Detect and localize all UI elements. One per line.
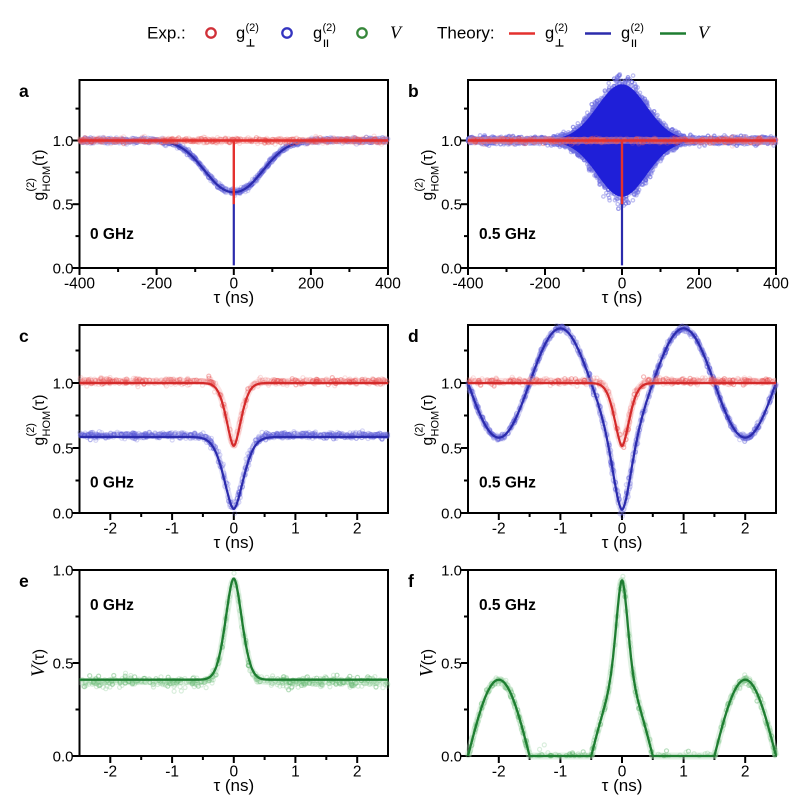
svg-text:τ (ns): τ (ns) — [602, 533, 643, 552]
svg-text:-1: -1 — [554, 764, 568, 781]
svg-text:1: 1 — [679, 764, 688, 781]
svg-text:g: g — [420, 437, 437, 446]
svg-text:0.0: 0.0 — [53, 748, 74, 765]
svg-text:0.0: 0.0 — [441, 260, 462, 277]
svg-text:-1: -1 — [165, 521, 179, 538]
svg-text:-1: -1 — [554, 521, 568, 538]
svg-text:2: 2 — [741, 764, 750, 781]
svg-text:(τ): (τ) — [420, 150, 437, 166]
svg-text:f: f — [408, 571, 414, 591]
svg-text:0 GHz: 0 GHz — [90, 226, 134, 243]
svg-text:1: 1 — [291, 764, 300, 781]
svg-text:(2): (2) — [631, 22, 644, 34]
svg-text:g: g — [236, 25, 245, 43]
svg-text:200: 200 — [686, 276, 712, 293]
svg-text:g: g — [31, 437, 48, 446]
svg-text:0.5 GHz: 0.5 GHz — [479, 475, 536, 492]
svg-text:HOM: HOM — [41, 166, 53, 192]
svg-text:1.0: 1.0 — [53, 375, 74, 392]
svg-text:(2): (2) — [323, 22, 336, 34]
svg-text:a: a — [19, 81, 29, 101]
svg-text:0.0: 0.0 — [441, 505, 462, 522]
svg-text:0.5: 0.5 — [441, 655, 462, 672]
svg-text:(2): (2) — [25, 423, 37, 436]
svg-text:τ (ns): τ (ns) — [602, 288, 643, 307]
svg-text:0.0: 0.0 — [441, 748, 462, 765]
svg-text:c: c — [19, 326, 29, 346]
svg-text:V(τ): V(τ) — [417, 649, 438, 677]
svg-text:2: 2 — [741, 521, 750, 538]
svg-text:400: 400 — [763, 276, 789, 293]
svg-text:0.5: 0.5 — [441, 440, 462, 457]
svg-text:0 GHz: 0 GHz — [90, 475, 134, 492]
svg-text:-2: -2 — [492, 764, 506, 781]
svg-text:τ (ns): τ (ns) — [213, 533, 254, 552]
svg-text:g: g — [31, 192, 48, 201]
svg-text:HOM: HOM — [41, 411, 53, 437]
svg-text:τ (ns): τ (ns) — [213, 776, 254, 795]
svg-text:Exp.:: Exp.: — [147, 24, 186, 43]
svg-text:g: g — [420, 192, 437, 201]
svg-text:400: 400 — [375, 276, 401, 293]
svg-text:0.5 GHz: 0.5 GHz — [479, 597, 536, 614]
svg-text:(2): (2) — [555, 22, 568, 34]
svg-text:Theory:: Theory: — [437, 24, 495, 43]
svg-text:-1: -1 — [165, 764, 179, 781]
svg-text:-2: -2 — [103, 764, 117, 781]
svg-text:d: d — [408, 326, 419, 346]
svg-text:1.0: 1.0 — [441, 375, 462, 392]
svg-text:200: 200 — [298, 276, 324, 293]
svg-text:(τ): (τ) — [420, 395, 437, 411]
svg-text:-200: -200 — [141, 276, 172, 293]
svg-text:0.5: 0.5 — [53, 655, 74, 672]
svg-text:(2): (2) — [25, 178, 37, 191]
svg-text:HOM: HOM — [430, 166, 442, 192]
svg-text:1.0: 1.0 — [53, 133, 74, 150]
svg-text:-2: -2 — [103, 521, 117, 538]
svg-text:0 GHz: 0 GHz — [90, 597, 134, 614]
svg-text:1.0: 1.0 — [53, 562, 74, 579]
svg-text:g: g — [545, 25, 554, 43]
svg-text:-200: -200 — [529, 276, 560, 293]
svg-text:1.0: 1.0 — [441, 562, 462, 579]
svg-text:0.0: 0.0 — [53, 505, 74, 522]
svg-text:g: g — [621, 25, 630, 43]
svg-text:1: 1 — [291, 521, 300, 538]
svg-text:(τ): (τ) — [31, 150, 48, 166]
svg-text:e: e — [19, 571, 29, 591]
svg-text:2: 2 — [353, 521, 362, 538]
svg-text:0.5: 0.5 — [53, 440, 74, 457]
svg-text:0.5 GHz: 0.5 GHz — [479, 226, 536, 243]
svg-text:V(τ): V(τ) — [28, 649, 49, 677]
svg-text:HOM: HOM — [430, 411, 442, 437]
svg-text:τ (ns): τ (ns) — [602, 776, 643, 795]
svg-text:1: 1 — [679, 521, 688, 538]
svg-text:2: 2 — [353, 764, 362, 781]
svg-text:-400: -400 — [64, 276, 95, 293]
svg-text:(2): (2) — [414, 423, 426, 436]
svg-text:b: b — [408, 81, 419, 101]
svg-text:0.0: 0.0 — [53, 260, 74, 277]
svg-text:0.5: 0.5 — [441, 197, 462, 214]
svg-text:0.5: 0.5 — [53, 197, 74, 214]
svg-text:(τ): (τ) — [31, 395, 48, 411]
svg-text:(2): (2) — [414, 178, 426, 191]
svg-text:-400: -400 — [452, 276, 483, 293]
svg-text:(2): (2) — [246, 22, 259, 34]
svg-text:τ (ns): τ (ns) — [213, 288, 254, 307]
svg-text:-2: -2 — [492, 521, 506, 538]
svg-text:g: g — [313, 25, 322, 43]
svg-text:1.0: 1.0 — [441, 133, 462, 150]
